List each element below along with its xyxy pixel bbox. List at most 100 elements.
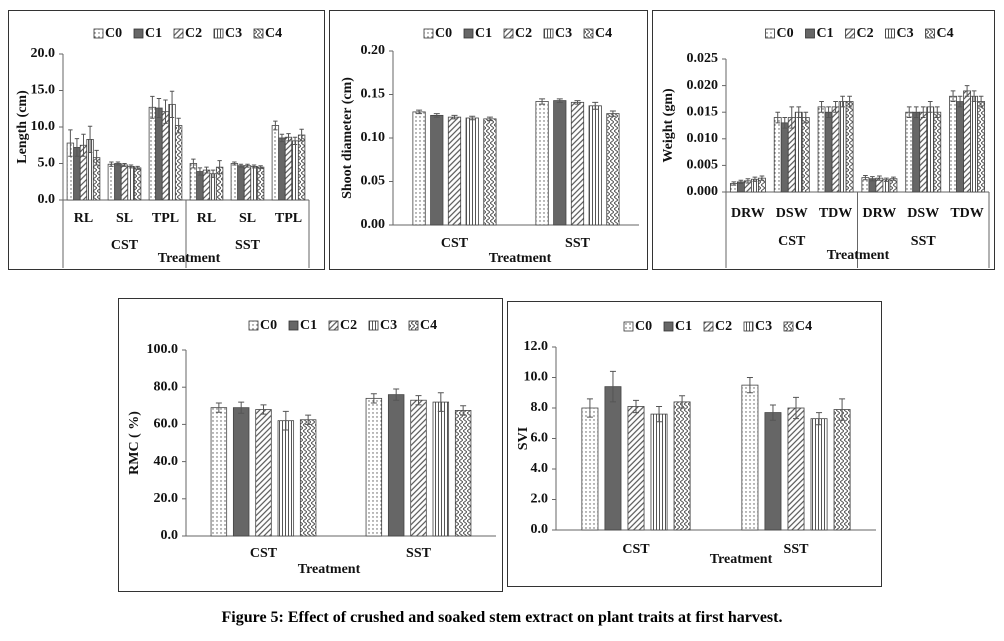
error-bar (863, 175, 868, 181)
error-bar (451, 114, 458, 120)
error-bar (163, 99, 168, 124)
error-bar (539, 98, 546, 105)
bar (155, 107, 163, 201)
bar (970, 95, 979, 193)
bar (410, 399, 427, 537)
bar (794, 111, 803, 193)
error-bar (847, 95, 852, 108)
x-axis-label: Treatment (158, 251, 221, 266)
error-bar (282, 410, 289, 431)
y-tick-label: 4.0 (531, 461, 549, 476)
error-bar (416, 109, 423, 115)
bar (787, 117, 796, 193)
bar (570, 101, 585, 226)
x-axis-label: Treatment (827, 248, 890, 263)
bar (432, 401, 450, 537)
bar (107, 163, 116, 201)
chart-panel: Shoot diameter (cm) 0.00 0.05 0.10 0.15 0.20 C… (329, 10, 648, 270)
bar (299, 419, 317, 537)
error-bar (122, 163, 127, 167)
legend-swatch (408, 320, 419, 331)
legend-swatch (173, 28, 184, 39)
error-bar (971, 90, 977, 103)
legend-label: C3 (555, 26, 572, 41)
bar (277, 420, 295, 537)
legend-label: C1 (145, 26, 162, 41)
error-bar (957, 95, 963, 108)
legend-swatch (213, 28, 224, 39)
legend-swatch (248, 320, 259, 331)
legend-label: C2 (515, 26, 532, 41)
error-bar (803, 111, 809, 124)
bar (845, 101, 854, 193)
y-tick-label: 12.0 (524, 339, 549, 354)
error-bar (789, 106, 795, 129)
x-tick-label: SST (406, 546, 432, 561)
bar (926, 106, 935, 193)
error-bar (745, 178, 751, 184)
chart-panel: Weight (gm) 0.000 0.005 0.010 0.015 0.020 0.02… (652, 10, 995, 270)
error-bar (433, 113, 440, 118)
legend-label: C4 (937, 26, 954, 41)
x-axis-label: Treatment (298, 562, 361, 577)
x-tick-label: TPL (152, 211, 179, 226)
y-tick-label: 8.0 (531, 400, 549, 415)
legend-swatch (623, 321, 634, 332)
bar (210, 407, 228, 537)
legend-swatch (543, 28, 554, 39)
legend-swatch (463, 28, 474, 39)
error-bar (238, 401, 245, 414)
y-axis-label: Length (cm) (15, 90, 30, 164)
error-bar (94, 149, 99, 166)
bar (189, 163, 198, 201)
bar (168, 103, 176, 201)
bar (430, 114, 444, 226)
bar (196, 171, 204, 201)
error-bar (927, 101, 933, 113)
bar (833, 409, 851, 531)
legend-label: C2 (715, 319, 732, 334)
y-tick-label: 60.0 (154, 417, 179, 432)
x-axis-label: Treatment (710, 552, 773, 567)
bar (114, 163, 122, 201)
chart-panel: Length (cm) 0.0 5.0 10.0 15.0 20.0 C0 C1 C2 C3 C4 R… (8, 10, 325, 270)
legend-swatch (288, 320, 299, 331)
error-bar (679, 395, 686, 409)
bar (912, 111, 921, 193)
bar (831, 106, 840, 193)
legend-swatch (503, 28, 514, 39)
y-tick-label: 0.025 (687, 51, 719, 66)
error-bar (913, 106, 919, 119)
chart: Weight (gm) 0.000 0.005 0.010 0.015 0.020 0.02… (661, 26, 990, 268)
bar (202, 169, 211, 201)
error-bar (128, 164, 134, 169)
y-tick-label: 10.0 (31, 119, 56, 134)
bar (454, 410, 472, 537)
chart: RMC ( %) 0.0 20.0 40.0 60.0 80.0 100.0 C0 C1 C2 C3… (127, 318, 496, 577)
bar (255, 409, 272, 537)
legend-label: C0 (105, 26, 122, 41)
bar (250, 166, 258, 201)
error-bar (826, 106, 831, 119)
error-bar (775, 111, 781, 124)
bar (161, 111, 170, 201)
y-tick-label: 80.0 (154, 379, 179, 394)
error-bar (746, 377, 753, 394)
chart-panel: SVI 0.0 2.0 4.0 6.0 8.0 10.0 12.0 C0 C1 C2 C3 C4 CST S… (507, 301, 882, 587)
error-bar (238, 163, 244, 168)
y-tick-label: 5.0 (38, 156, 56, 171)
chart-panel: RMC ( %) 0.0 20.0 40.0 60.0 80.0 100.0 C0 C1 C2 C3… (118, 298, 503, 592)
error-bar (796, 106, 802, 119)
caption: Figure 5: Effect of crushed and soaked s… (221, 609, 783, 626)
legend-label: C3 (380, 318, 397, 333)
bar (764, 412, 782, 531)
group-label: SST (911, 234, 937, 249)
bar (553, 100, 567, 226)
error-bar (258, 165, 263, 170)
legend-label: C1 (675, 319, 692, 334)
legend-swatch (805, 28, 815, 39)
legend-label: C0 (435, 26, 452, 41)
x-tick-label: SL (239, 211, 256, 226)
legend-label: C1 (300, 318, 317, 333)
y-tick-label: 0.0 (531, 522, 549, 537)
